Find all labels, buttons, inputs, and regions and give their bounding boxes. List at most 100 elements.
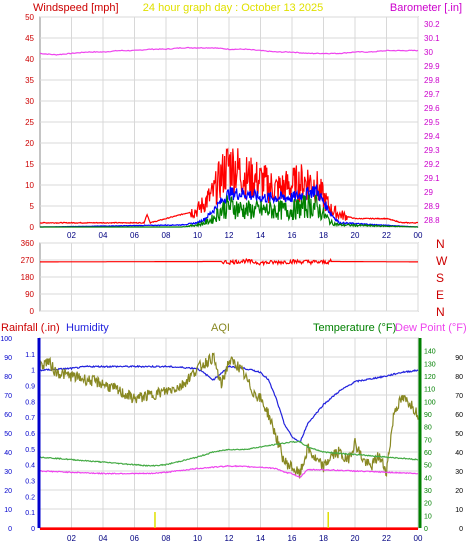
- direction-tick-label: 270: [21, 256, 35, 265]
- aqi-tick-label: 70: [455, 393, 463, 400]
- temperature-tick-label: 90: [424, 412, 432, 419]
- climate-x-tick-label: 14: [256, 534, 265, 543]
- windspeed-tick-label: 0: [30, 223, 35, 232]
- climate-x-tick-label: 16: [288, 534, 297, 543]
- humidity-line: [40, 364, 419, 443]
- humidity-tick-label: 90: [4, 355, 12, 362]
- barometer-tick-label: 29.4: [424, 132, 440, 141]
- humidity-tick-label: 10: [4, 507, 12, 514]
- direction-tick-label: 180: [21, 273, 35, 282]
- wind-x-tick-label: 12: [225, 231, 234, 240]
- wind-direction-line: [40, 257, 418, 267]
- temperature-tick-label: 60: [424, 450, 432, 457]
- wind-average-line: [40, 184, 418, 228]
- rain-tick-label: 1: [31, 368, 35, 375]
- humidity-tick-label: 50: [4, 431, 12, 438]
- climate-x-tick-label: 00: [414, 534, 423, 543]
- temperature-tick-label: 80: [424, 425, 432, 432]
- windspeed-tick-label: 10: [25, 181, 34, 190]
- humidity-tick-label: 40: [4, 450, 12, 457]
- wind-x-tick-label: 20: [351, 231, 360, 240]
- windspeed-tick-label: 35: [25, 76, 34, 85]
- barometer-tick-label: 29.1: [424, 174, 440, 183]
- barometer-tick-label: 28.8: [424, 216, 440, 225]
- humidity-tick-label: 100: [0, 336, 12, 343]
- windspeed-axis-label: Windspeed [mph]: [33, 2, 119, 14]
- aqi-tick-label: 80: [455, 374, 463, 381]
- climate-x-tick-label: 08: [162, 534, 171, 543]
- windspeed-tick-label: 15: [25, 160, 34, 169]
- wind-x-tick-label: 06: [130, 231, 139, 240]
- temperature-tick-label: 140: [424, 349, 436, 356]
- compass-label: W: [436, 254, 448, 268]
- wind-x-tick-label: 18: [319, 231, 328, 240]
- rain-tick-label: 0.2: [25, 494, 35, 501]
- humidity-legend-label: Humidity: [66, 322, 109, 334]
- climate-x-tick-label: 06: [130, 534, 139, 543]
- barometer-tick-label: 29.7: [424, 90, 440, 99]
- windspeed-tick-label: 50: [25, 13, 34, 22]
- temperature-tick-label: 130: [424, 361, 436, 368]
- temperature-tick-label: 70: [424, 437, 432, 444]
- aqi-line: [39, 352, 419, 479]
- temperature-tick-label: 20: [424, 501, 432, 508]
- compass-label: S: [436, 271, 444, 285]
- humidity-tick-label: 70: [4, 393, 12, 400]
- wind-x-tick-label: 02: [67, 231, 76, 240]
- temperature-line: [39, 440, 418, 467]
- series-layer: [39, 46, 419, 529]
- wind-x-tick-label: 00: [414, 231, 423, 240]
- windspeed-tick-label: 25: [25, 118, 34, 127]
- temperature-tick-label: 100: [424, 399, 436, 406]
- temperature-tick-label: 40: [424, 475, 432, 482]
- barometer-tick-label: 28.9: [424, 202, 440, 211]
- direction-tick-label: 360: [21, 239, 35, 248]
- aqi-tick-label: 50: [455, 431, 463, 438]
- aqi-tick-label: 60: [455, 412, 463, 419]
- windspeed-tick-label: 30: [25, 97, 34, 106]
- windspeed-tick-label: 40: [25, 55, 34, 64]
- climate-x-tick-label: 04: [99, 534, 108, 543]
- humidity-tick-label: 30: [4, 469, 12, 476]
- humidity-tick-label: 0: [8, 526, 12, 533]
- climate-x-tick-label: 22: [382, 534, 391, 543]
- barometer-tick-label: 30: [424, 48, 433, 57]
- rain-tick-label: 0.3: [25, 479, 35, 486]
- barometer-tick-label: 29.8: [424, 76, 440, 85]
- humidity-tick-label: 80: [4, 374, 12, 381]
- barometer-tick-label: 29.9: [424, 62, 440, 71]
- compass-label: N: [436, 237, 445, 251]
- aqi-tick-label: 0: [459, 526, 463, 533]
- wind-x-tick-label: 04: [99, 231, 108, 240]
- temperature-tick-label: 10: [424, 513, 432, 520]
- climate-x-tick-label: 02: [67, 534, 76, 543]
- barometer-tick-label: 29.5: [424, 118, 440, 127]
- dewpoint-line: [39, 464, 419, 478]
- rain-tick-label: 0: [31, 526, 35, 533]
- axis-layer: 0510152025303540455028.828.92929.129.229…: [0, 13, 463, 543]
- climate-x-tick-label: 20: [351, 534, 360, 543]
- windspeed-tick-label: 5: [30, 202, 35, 211]
- direction-tick-label: 90: [25, 290, 34, 299]
- dewpoint-legend-label: Dew Point (°F): [395, 322, 466, 334]
- rain-tick-label: 0.9: [25, 384, 35, 391]
- compass-label: N: [436, 305, 445, 319]
- wind-x-tick-label: 14: [256, 231, 265, 240]
- climate-x-tick-label: 18: [319, 534, 328, 543]
- humidity-tick-label: 20: [4, 488, 12, 495]
- windspeed-tick-label: 20: [25, 139, 34, 148]
- climate-x-tick-label: 10: [193, 534, 202, 543]
- chart-title: 24 hour graph day : October 13 2025: [143, 2, 323, 14]
- barometer-tick-label: 29.6: [424, 104, 440, 113]
- wind-speed-line: [40, 194, 418, 228]
- wind-x-tick-label: 10: [193, 231, 202, 240]
- windspeed-tick-label: 45: [25, 34, 34, 43]
- wind-x-tick-label: 16: [288, 231, 297, 240]
- climate-x-tick-label: 12: [225, 534, 234, 543]
- temperature-legend-label: Temperature (°F): [313, 322, 396, 334]
- temperature-tick-label: 50: [424, 463, 432, 470]
- rain-tick-label: 0.8: [25, 399, 35, 406]
- barometer-tick-label: 29.2: [424, 160, 440, 169]
